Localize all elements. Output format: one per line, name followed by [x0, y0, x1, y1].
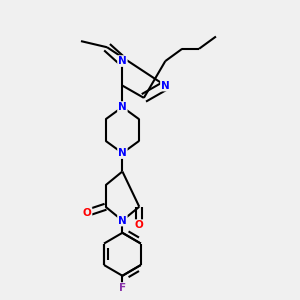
Text: F: F: [119, 283, 126, 293]
Text: O: O: [135, 220, 144, 230]
Text: N: N: [118, 215, 127, 226]
Text: N: N: [118, 148, 127, 158]
Text: N: N: [118, 102, 127, 112]
Text: N: N: [118, 56, 127, 66]
Text: O: O: [83, 208, 92, 218]
Text: N: N: [161, 81, 170, 91]
